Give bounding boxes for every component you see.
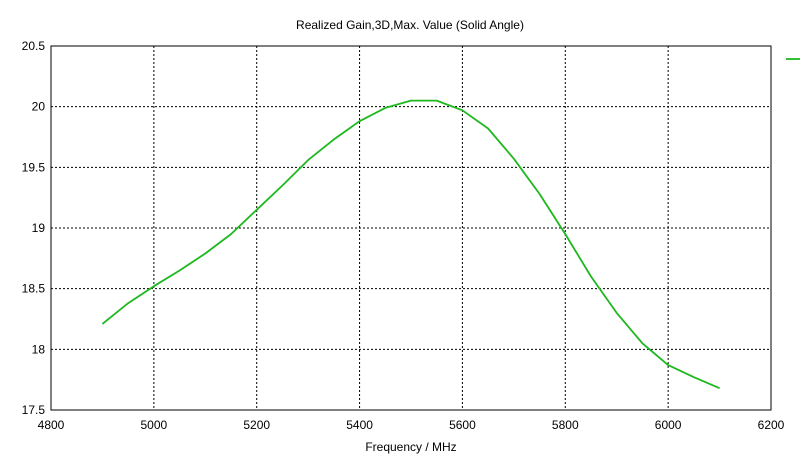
y-tick-label: 18.5: [22, 282, 46, 296]
x-tick-label: 5200: [243, 418, 270, 432]
x-tick-label: 6000: [655, 418, 682, 432]
series-line: [101, 99, 720, 390]
y-axis-ticks: 17.5 18 18.5 19 19.5 20 20.5: [22, 39, 46, 417]
y-tick-label: 20: [32, 100, 46, 114]
x-tick-label: 6200: [758, 418, 785, 432]
x-tick-label: 4800: [38, 418, 65, 432]
x-tick-label: 5800: [552, 418, 579, 432]
y-tick-label: 18: [32, 342, 46, 356]
x-axis-label: Frequency / MHz: [365, 440, 456, 454]
x-axis-ticks: 4800 5000 5200 5400 5600 5800 6000 6200: [38, 418, 785, 432]
chart-title: Realized Gain,3D,Max. Value (Solid Angle…: [296, 18, 524, 32]
grid: [51, 46, 771, 410]
x-tick-label: 5600: [449, 418, 476, 432]
y-tick-label: 19: [32, 221, 46, 235]
plot-frame: [50, 45, 772, 411]
y-tick-label: 17.5: [22, 403, 46, 417]
y-tick-label: 20.5: [22, 39, 46, 53]
x-tick-label: 5400: [346, 418, 373, 432]
x-tick-label: 5000: [141, 418, 168, 432]
y-tick-label: 19.5: [22, 160, 46, 174]
